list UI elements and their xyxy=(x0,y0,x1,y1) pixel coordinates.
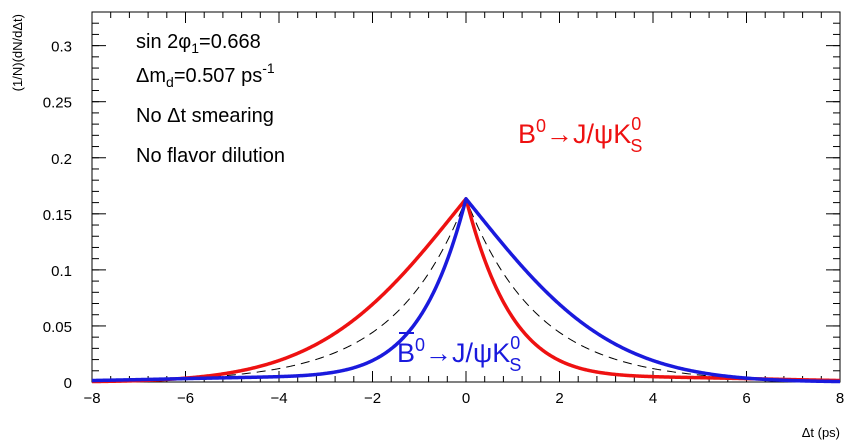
x-tick-label: −4 xyxy=(270,390,287,407)
x-tick-label: 6 xyxy=(742,390,750,407)
x-tick-label: 2 xyxy=(555,390,563,407)
annotation-dmd: Δmd=0.507 ps-1 xyxy=(136,60,275,90)
b0bar-kaon-sup: 0 xyxy=(510,333,520,353)
y-tick-label: 0.1 xyxy=(51,263,72,280)
x-tick-label: −2 xyxy=(364,390,381,407)
annotation-dilution: No flavor dilution xyxy=(136,145,285,167)
annotation-sin2phi-post: =0.668 xyxy=(199,31,261,53)
series-label-b0: B0→J/ψK0 S xyxy=(518,114,642,156)
axis-ticks: −8 −6 −4 −2 0 2 4 6 8 0 0.05 0.1 0.15 0.2 0.25 0.3 xyxy=(43,11,844,407)
annotation-dmd-sup: -1 xyxy=(262,60,275,76)
y-tick-label: 0.15 xyxy=(43,207,72,224)
annotation-sin2phi-sub: 1 xyxy=(191,40,199,56)
b0-main: B xyxy=(518,119,536,149)
annotation-dmd-pre: Δm xyxy=(136,65,166,87)
series-line-b0bar xyxy=(91,197,841,384)
annotation-dmd-sub: d xyxy=(166,74,174,90)
x-tick-label: −6 xyxy=(177,390,194,407)
y-tick-label: 0.05 xyxy=(43,319,72,336)
annotation-smearing: No Δt smearing xyxy=(136,105,274,127)
b0-kaon-sup: 0 xyxy=(631,114,641,134)
b0-sup: 0 xyxy=(536,116,546,136)
y-tick-label: 0.2 xyxy=(51,151,72,168)
b0-arrow: →J/ψK xyxy=(546,119,631,149)
x-tick-label: 8 xyxy=(836,390,844,407)
x-tick-label: 4 xyxy=(649,390,657,407)
x-axis-title: Δt (ps) xyxy=(802,425,840,440)
y-axis-title: (1/N)(dN/dΔt) xyxy=(10,14,25,91)
x-tick-label: −8 xyxy=(83,390,100,407)
annotation-dmd-post: =0.507 ps xyxy=(174,65,262,87)
series-label-b0bar: B0→J/ψK0 S xyxy=(397,333,521,375)
b0bar-kaon-sub: S xyxy=(509,355,521,375)
b0bar-main: B xyxy=(397,338,415,368)
y-tick-label: 0 xyxy=(64,375,72,392)
b0bar-arrow: →J/ψK xyxy=(425,338,510,368)
b0-kaon-sub: S xyxy=(630,136,642,156)
y-tick-label: 0.25 xyxy=(43,95,72,112)
x-tick-label: 0 xyxy=(462,390,470,407)
y-tick-label: 0.3 xyxy=(51,39,72,56)
b0bar-sup: 0 xyxy=(415,335,425,355)
annotation-sin2phi-pre: sin 2φ xyxy=(136,31,191,53)
annotation-sin2phi: sin 2φ1=0.668 xyxy=(136,31,261,56)
curves xyxy=(91,197,841,384)
